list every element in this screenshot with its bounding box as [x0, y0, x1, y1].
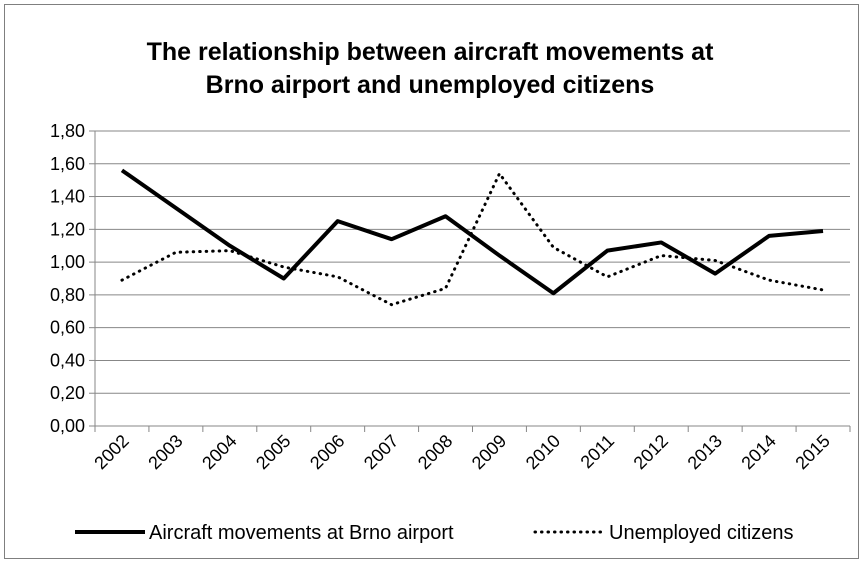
legend-label-2: Unemployed citizens — [609, 522, 794, 544]
legend-label-1: Aircraft movements at Brno airport — [149, 522, 454, 544]
x-tick-label: 2013 — [684, 431, 726, 473]
x-tick-label: 2006 — [306, 431, 348, 473]
chart-title-line-1: The relationship between aircraft moveme… — [147, 38, 714, 66]
y-tick-label: 1,40 — [50, 187, 85, 207]
x-tick-label: 2011 — [577, 431, 619, 473]
y-tick-label: 0,40 — [50, 350, 85, 370]
line-chart: The relationship between aircraft moveme… — [50, 38, 851, 544]
y-axis-ticks: 0,00 0,20 0,40 0,60 0,80 1,00 1,20 1,40 1,60 1,80 — [50, 121, 95, 436]
y-tick-label: 0,80 — [50, 285, 85, 305]
y-tick-label: 1,60 — [50, 154, 85, 174]
y-tick-label: 0,60 — [50, 318, 85, 338]
x-axis-ticks: 2002 2003 2004 2005 2006 2007 2008 2009 2010 2011… — [90, 426, 851, 473]
y-tick-label: 0,20 — [50, 383, 85, 403]
series-lines — [120, 168, 825, 307]
x-tick-label: 2015 — [791, 431, 833, 473]
x-tick-label: 2012 — [630, 431, 672, 473]
legend: Aircraft movements at Brno airport Unempl… — [75, 522, 794, 544]
y-tick-label: 1,00 — [50, 252, 85, 272]
y-tick-label: 1,80 — [50, 121, 85, 141]
x-tick-label: 2008 — [414, 431, 456, 473]
series-line-1 — [120, 168, 824, 296]
x-tick-label: 2009 — [468, 431, 510, 473]
x-tick-label: 2005 — [252, 431, 294, 473]
y-tick-label: 0,00 — [50, 416, 85, 436]
chart-frame: The relationship between aircraft moveme… — [4, 4, 859, 559]
x-tick-label: 2003 — [144, 431, 186, 473]
x-tick-label: 2004 — [198, 431, 240, 473]
x-tick-label: 2014 — [737, 431, 779, 473]
chart-title-line-2: Brno airport and unemployed citizens — [206, 71, 655, 99]
y-tick-label: 1,20 — [50, 219, 85, 239]
x-tick-label: 2007 — [360, 431, 402, 473]
gridlines — [95, 130, 850, 394]
series-line-2 — [120, 170, 825, 307]
axes — [94, 131, 850, 427]
x-tick-label: 2002 — [90, 431, 132, 473]
x-tick-label: 2010 — [522, 431, 564, 473]
